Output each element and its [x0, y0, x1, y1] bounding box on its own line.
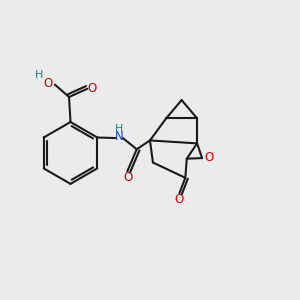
Text: O: O — [87, 82, 97, 95]
Text: O: O — [204, 151, 213, 164]
Text: O: O — [174, 193, 184, 206]
Text: H: H — [35, 70, 44, 80]
Text: H: H — [115, 124, 123, 134]
Text: N: N — [115, 130, 123, 143]
Text: O: O — [44, 77, 53, 90]
Text: O: O — [123, 171, 133, 184]
